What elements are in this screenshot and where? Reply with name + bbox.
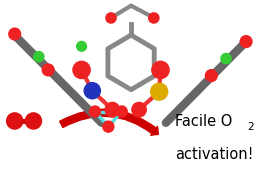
Point [137, 108, 141, 111]
Point [37, 55, 41, 58]
Point [31, 119, 35, 122]
Point [209, 74, 213, 77]
Point [79, 45, 84, 48]
Point [79, 68, 84, 71]
Point [106, 125, 111, 128]
Point [158, 68, 163, 71]
Point [224, 57, 228, 60]
Point [109, 16, 113, 19]
Point [157, 90, 161, 93]
Point [13, 119, 17, 122]
Point [90, 89, 94, 92]
Point [152, 16, 156, 19]
FancyArrowPatch shape [60, 109, 158, 135]
Point [46, 68, 50, 71]
Point [120, 110, 124, 113]
Point [13, 33, 17, 36]
Text: Facile O: Facile O [175, 114, 233, 129]
Point [244, 40, 248, 43]
Point [110, 108, 115, 111]
Text: activation!: activation! [175, 146, 254, 162]
Point [93, 110, 97, 113]
Text: 2: 2 [247, 122, 254, 132]
